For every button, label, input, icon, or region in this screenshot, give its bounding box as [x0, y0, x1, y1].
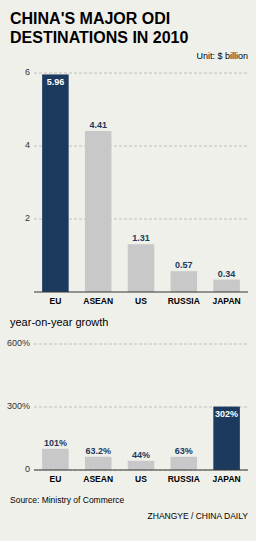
tick-label: 2 [25, 213, 30, 223]
bar [213, 407, 240, 470]
bar [171, 271, 198, 292]
category-label: US [135, 296, 147, 306]
category-label: US [135, 474, 147, 484]
category-label: EU [49, 474, 61, 484]
annotation: ZHANGYE / CHINA DAILY [148, 511, 249, 521]
bar [42, 449, 69, 470]
data-label: 63% [175, 446, 193, 456]
bar [213, 280, 240, 292]
bar [42, 74, 69, 292]
bar [171, 457, 198, 470]
axis-label: Unit: $ billion [196, 51, 248, 61]
grid-line [34, 470, 248, 471]
data-label: 1.31 [132, 233, 150, 243]
chart-root: CHINA'S MAJOR ODIDESTINATIONS IN 2010 Uni… [0, 0, 256, 541]
axis-line [34, 292, 248, 293]
tick-label: 0 [25, 464, 30, 474]
tick-label: 4 [25, 140, 30, 150]
category-label: ASEAN [83, 296, 113, 306]
category-label: JAPAN [213, 474, 241, 484]
grid-line [34, 344, 248, 345]
category-label: RUSSIA [168, 474, 200, 484]
data-label: 5.96 [47, 77, 65, 87]
tick-label: 600% [7, 338, 30, 348]
grid-line [34, 73, 248, 74]
data-label: 4.41 [89, 120, 107, 130]
bar [85, 131, 112, 292]
data-label: 0.57 [175, 260, 193, 270]
background [0, 0, 256, 541]
data-label: 302% [215, 409, 238, 419]
category-label: ASEAN [83, 474, 113, 484]
annotation: Source: Ministry of Commerce [10, 495, 125, 505]
bar [85, 457, 112, 470]
tick-label: 300% [7, 401, 30, 411]
bar [128, 461, 155, 470]
subtitle: year-on-year growth [10, 316, 108, 328]
title: CHINA'S MAJOR ODIDESTINATIONS IN 2010 [10, 10, 189, 46]
data-label: 44% [132, 450, 150, 460]
category-label: RUSSIA [168, 296, 200, 306]
data-label: 63.2% [85, 446, 111, 456]
data-label: 0.34 [218, 269, 236, 279]
data-label: 101% [44, 438, 67, 448]
tick-label: 6 [25, 67, 30, 77]
category-label: EU [49, 296, 61, 306]
category-label: JAPAN [213, 296, 241, 306]
axis-line [34, 470, 248, 471]
bars [42, 407, 240, 470]
bar [128, 244, 155, 292]
bars [42, 74, 240, 292]
